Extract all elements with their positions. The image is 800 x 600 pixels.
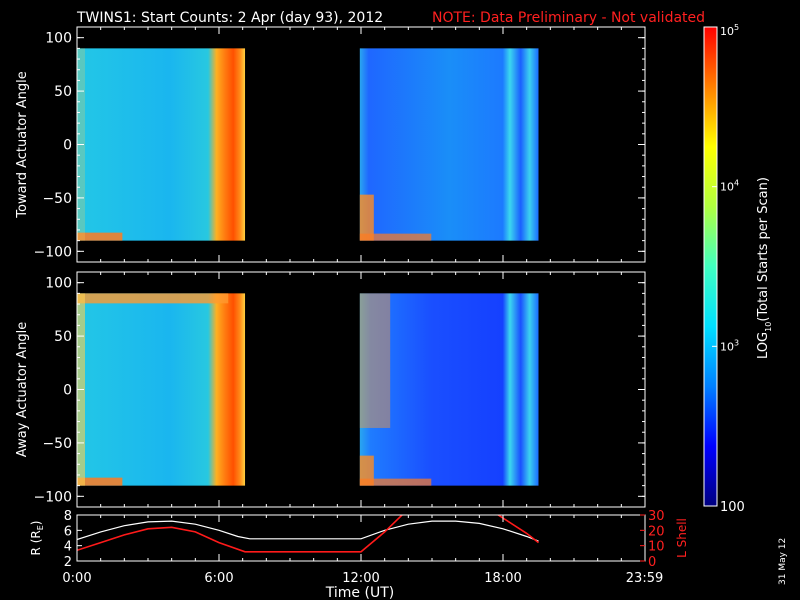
y-tick-label: −100 [34,489,72,505]
y-tick-label-right: 30 [648,509,665,524]
heatmap-edge-band [77,477,123,486]
y-tick-label: 0 [63,138,72,154]
heatmap-edge-band [77,232,123,241]
heatmap-block [77,48,246,241]
heatmap-edge-band [359,233,432,241]
x-tick-label: 0:00 [62,571,91,586]
x-tick-label: 6:00 [204,571,233,586]
y-tick-label-right: 20 [648,524,665,539]
y-tick-label-right: 10 [648,540,665,555]
y-tick-label: 100 [45,31,72,47]
colorbar-label: LOG10(Total Starts per Scan) [756,177,773,359]
colorbar-tick-label: 100 [720,500,745,515]
y-tick-label-right: 0 [648,555,656,570]
heatmap-edge-band [77,293,229,304]
y-tick-label: −50 [42,436,72,452]
y-axis-label-right: L Shell [675,518,689,558]
heatmap-edge-band [359,478,432,486]
y-tick-label-left: 2 [64,555,72,570]
colorbar-ramp [703,26,718,507]
y-tick-label: 50 [54,329,72,345]
y-tick-label: 50 [54,84,72,100]
chart-note: NOTE: Data Preliminary - Not validated [432,10,705,26]
colorbar-tick-label: 105 [720,23,739,38]
heatmap-panel-toward: −100 −50 0 50 100 Toward Actuator Angle [15,26,646,263]
colorbar-tick-label: 103 [720,338,739,353]
y-axis-label-left: R (RE) [29,521,45,556]
heatmap-edge-band [359,293,391,428]
heatmap-block [77,293,246,486]
colorbar-tick-label: 104 [720,179,739,194]
heatmap-block [359,293,539,486]
heatmap-edge-band [359,455,374,486]
r-series-line [77,520,539,542]
y-axis-label: Away Actuator Angle [15,322,30,457]
x-axis-label: Time (UT) [325,585,394,600]
y-tick-label: −100 [34,244,72,260]
heatmap-block [359,48,539,241]
y-axis-label: Toward Actuator Angle [15,71,30,218]
y-tick-label: 100 [45,276,72,292]
x-tick-label: 18:00 [484,571,521,586]
y-tick-label-left: 6 [64,524,72,539]
y-tick-label-left: 8 [64,509,72,524]
heatmap-panel-away: −100 −50 0 50 100 Away Actuator Angle [15,271,646,508]
y-tick-label: 0 [63,383,72,399]
x-tick-label: 12:00 [342,571,379,586]
y-tick-label: −50 [42,191,72,207]
lshell-series-line [77,515,539,553]
chart-title: TWINS1: Start Counts: 2 Apr (day 93), 20… [76,10,383,26]
date-stamp: 31 May 12 [778,538,788,585]
colorbar: 100 103 104 105 LOG10(Total Starts per Scan… [703,23,773,515]
heatmap-edge-band [359,194,374,241]
y-tick-label-left: 4 [64,540,72,555]
x-tick-label: 23:59 [626,571,663,586]
